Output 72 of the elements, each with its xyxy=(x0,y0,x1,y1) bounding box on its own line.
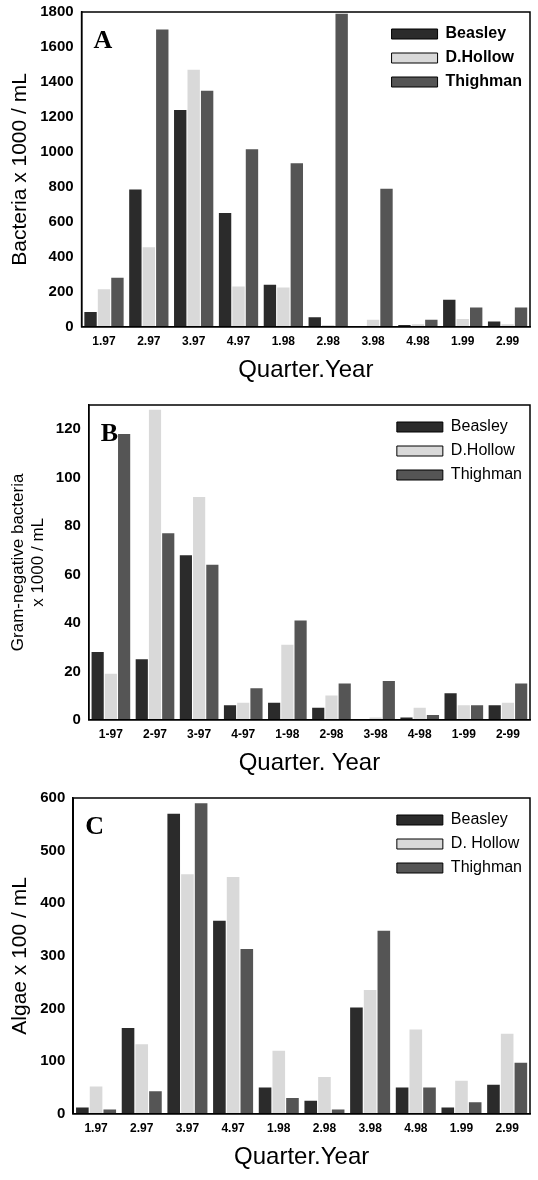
y-tick-label: 400 xyxy=(40,893,66,911)
y-tick-label: 400 xyxy=(48,246,74,264)
y-tick-label: 40 xyxy=(64,613,81,631)
y-tick-label: 200 xyxy=(40,998,66,1016)
legend-label: Beasley xyxy=(450,810,508,828)
annotation: A xyxy=(93,24,113,54)
x-tick-label: 1.98 xyxy=(267,1121,291,1136)
y-tick-label: 0 xyxy=(56,1103,66,1121)
legend-label: D.Hollow xyxy=(445,48,515,66)
y-tick-label: 100 xyxy=(55,467,81,485)
y-tick-label: 600 xyxy=(48,212,74,230)
y-tick-label: 1800 xyxy=(40,2,74,20)
x-tick-label: 1.97 xyxy=(92,334,116,349)
y-tick-label: 100 xyxy=(40,1051,66,1069)
x-tick-label: 2.97 xyxy=(130,1121,154,1136)
x-tick-label: 4-98 xyxy=(407,727,433,742)
legend-label: Thighman xyxy=(445,72,522,90)
x-tick-label: 4.97 xyxy=(221,1121,246,1136)
x-tick-label: 4.98 xyxy=(406,334,430,349)
x-tick-label: 2-97 xyxy=(142,727,168,742)
x-tick-label: 2.97 xyxy=(137,334,161,349)
x-axis-title: Quarter.Year xyxy=(234,1142,370,1170)
x-tick-label: 3.98 xyxy=(358,1121,383,1136)
x-tick-label: 3.98 xyxy=(361,334,386,349)
y-tick-label: 120 xyxy=(55,419,81,437)
x-tick-label: 3-98 xyxy=(363,727,388,742)
x-tick-label: 4.97 xyxy=(226,334,251,349)
x-tick-label: 2.99 xyxy=(495,1121,520,1136)
x-tick-label: 1-97 xyxy=(98,727,124,742)
y-tick-label: 80 xyxy=(64,516,81,534)
legend-label: Beasley xyxy=(450,417,508,435)
x-tick-label: 3.97 xyxy=(175,1121,200,1136)
x-tick-label: 2.98 xyxy=(312,1121,337,1136)
y-tick-label: 600 xyxy=(40,788,66,806)
y-tick-label: 1400 xyxy=(40,72,74,90)
y-tick-label: 60 xyxy=(64,564,81,582)
legend-label: D.Hollow xyxy=(450,441,516,459)
x-tick-label: 4-97 xyxy=(231,727,256,742)
x-axis-title: Quarter. Year xyxy=(238,748,381,776)
x-tick-label: 1-98 xyxy=(275,727,300,742)
x-tick-label: 1.98 xyxy=(271,334,296,349)
legend-label: Beasley xyxy=(445,24,507,42)
x-tick-label: 1.97 xyxy=(84,1121,109,1136)
y-tick-label: 1000 xyxy=(40,142,74,160)
y-tick-label: 1200 xyxy=(40,107,74,125)
y-axis-title: Gram-negative bacteria x 1000 / mL xyxy=(7,473,48,652)
y-tick-label: 1600 xyxy=(40,37,74,55)
legend-label: D. Hollow xyxy=(450,834,520,852)
annotation: C xyxy=(85,810,105,840)
x-tick-label: 2.99 xyxy=(495,334,520,349)
y-tick-label: 0 xyxy=(65,316,74,334)
x-tick-label: 1.99 xyxy=(451,334,475,349)
x-tick-label: 2.98 xyxy=(316,334,341,349)
x-tick-label: 3-97 xyxy=(187,727,212,742)
y-tick-label: 0 xyxy=(72,709,81,727)
x-tick-label: 2-98 xyxy=(319,727,344,742)
x-tick-label: 3.97 xyxy=(182,334,206,349)
x-tick-label: 1-99 xyxy=(451,727,477,742)
x-tick-label: 2-99 xyxy=(495,727,521,742)
y-axis-title: Bacteria x 1000 / mL xyxy=(7,73,31,266)
legend-label: Thighman xyxy=(450,465,523,483)
y-axis-title: Algae x 100 / mL xyxy=(7,877,31,1035)
x-tick-label: 1.99 xyxy=(449,1121,474,1136)
x-axis-title: Quarter.Year xyxy=(238,355,374,383)
legend-label: Thighman xyxy=(450,858,523,876)
y-tick-label: 300 xyxy=(40,946,66,964)
annotation: B xyxy=(100,417,119,447)
y-tick-label: 500 xyxy=(40,840,66,858)
y-tick-label: 800 xyxy=(48,177,74,195)
y-tick-label: 200 xyxy=(48,281,74,299)
x-tick-label: 4.98 xyxy=(404,1121,428,1136)
y-tick-label: 20 xyxy=(64,661,81,679)
